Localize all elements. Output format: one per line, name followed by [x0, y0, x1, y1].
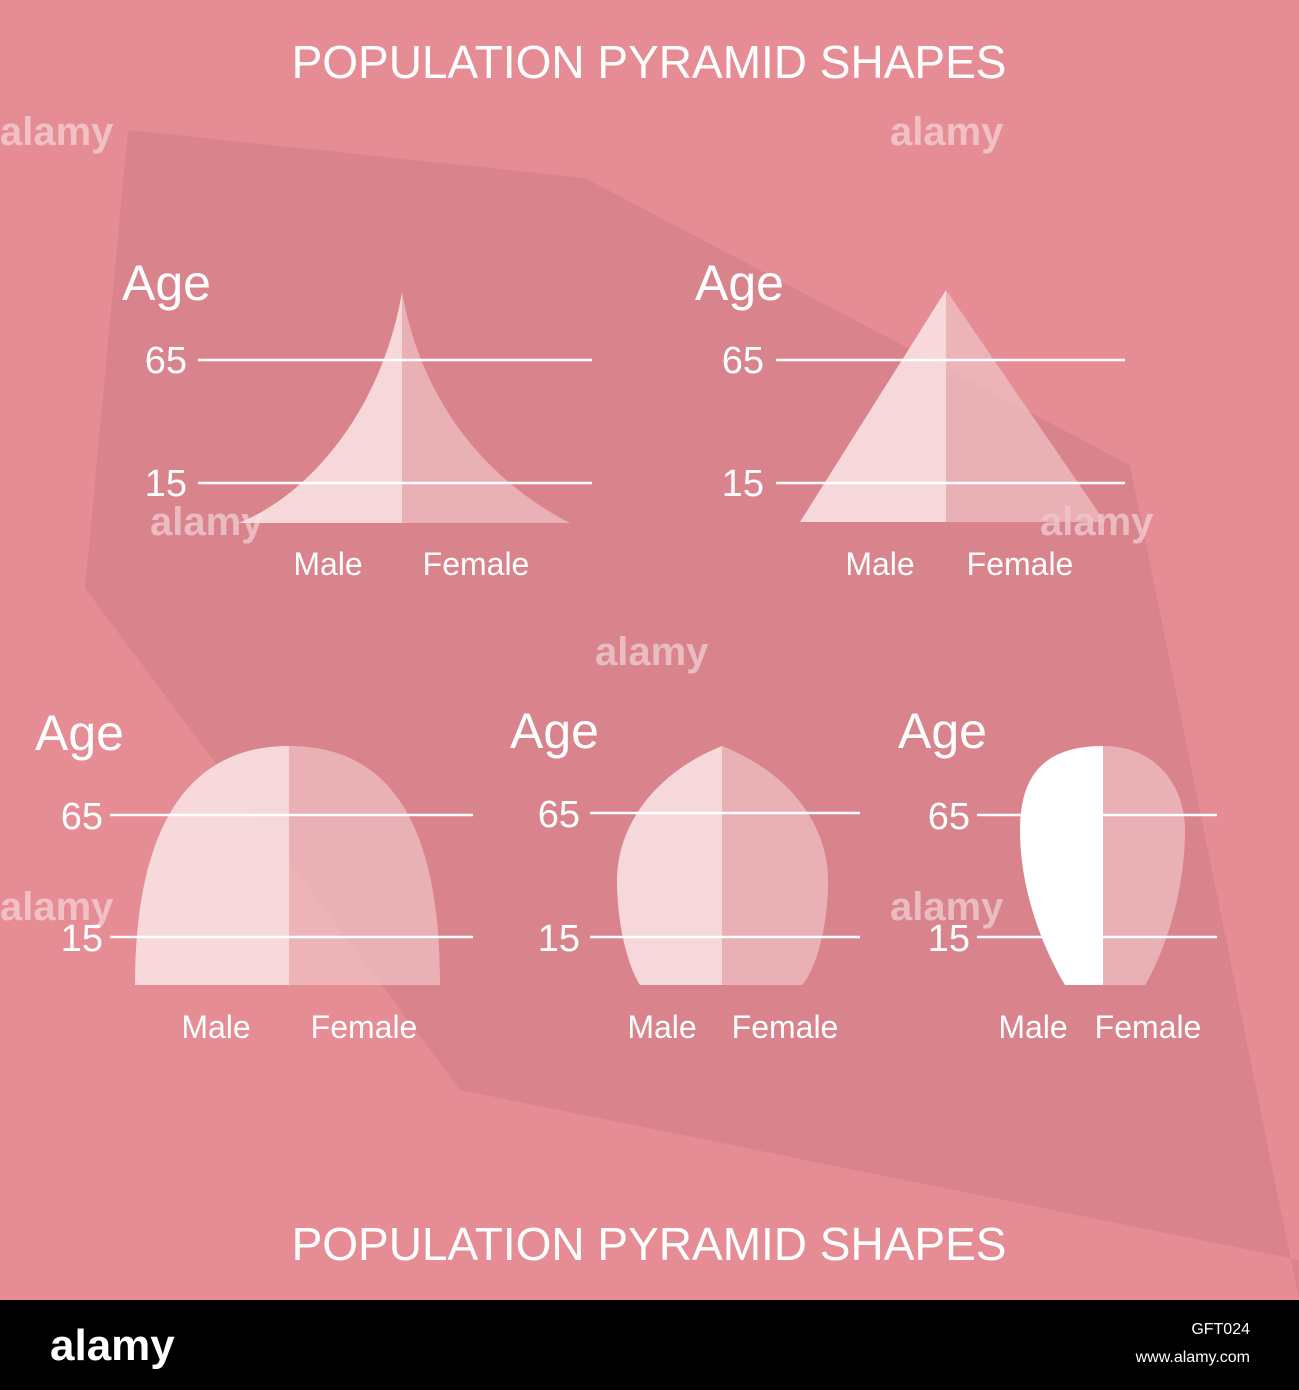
- female-shape: [1103, 746, 1185, 985]
- watermark: alamy: [0, 110, 114, 154]
- axis-label: Age: [898, 703, 987, 759]
- tick-label: 15: [145, 463, 187, 505]
- watermark: alamy: [890, 885, 1004, 929]
- male-shape: [238, 292, 402, 523]
- female-label: Female: [311, 1009, 418, 1045]
- female-label: Female: [423, 546, 530, 582]
- female-label: Female: [1095, 1009, 1202, 1045]
- pyramid-panel: Age 65 15 Male Female: [898, 703, 1217, 1045]
- female-shape: [946, 290, 1105, 522]
- watermark: alamy: [890, 110, 1004, 154]
- male-label: Male: [293, 546, 362, 582]
- male-label: Male: [181, 1009, 250, 1045]
- female-shape: [402, 292, 570, 523]
- female-label: Female: [732, 1009, 839, 1045]
- brand: alamy: [50, 1321, 175, 1370]
- pyramid-panel: Age 65 15 Male Female: [695, 255, 1125, 582]
- tick-label: 65: [928, 796, 970, 838]
- footer-bar: [0, 1300, 1299, 1390]
- tick-label: 15: [538, 918, 580, 960]
- male-shape: [135, 746, 289, 985]
- female-label: Female: [967, 546, 1074, 582]
- watermark: alamy: [595, 630, 709, 674]
- tick-label: 65: [145, 340, 187, 382]
- tick-label: 65: [722, 340, 764, 382]
- male-label: Male: [845, 546, 914, 582]
- female-shape: [722, 746, 828, 985]
- pyramid-panel: Age 65 15 Male Female: [510, 703, 860, 1045]
- tick-label: 65: [538, 794, 580, 836]
- female-shape: [289, 746, 440, 985]
- footer-title: POPULATION PYRAMID SHAPES: [292, 1218, 1007, 1270]
- male-shape: [617, 746, 722, 985]
- male-shape: [800, 290, 946, 522]
- axis-label: Age: [35, 705, 124, 761]
- axis-label: Age: [122, 255, 211, 311]
- male-label: Male: [627, 1009, 696, 1045]
- tick-label: 15: [928, 918, 970, 960]
- tick-label: 15: [61, 918, 103, 960]
- title: POPULATION PYRAMID SHAPES: [292, 36, 1007, 88]
- url: www.alamy.com: [1135, 1349, 1250, 1366]
- image-id: GFT024: [1191, 1321, 1250, 1338]
- male-shape: [1020, 746, 1103, 985]
- pyramid-panel: Age 65 15 Male Female: [122, 255, 592, 582]
- male-label: Male: [998, 1009, 1067, 1045]
- tick-label: 15: [722, 463, 764, 505]
- tick-label: 65: [61, 796, 103, 838]
- axis-label: Age: [510, 703, 599, 759]
- pyramid-panel: Age 65 15 Male Female: [35, 705, 473, 1045]
- axis-label: Age: [695, 255, 784, 311]
- watermark: alamy: [0, 885, 114, 929]
